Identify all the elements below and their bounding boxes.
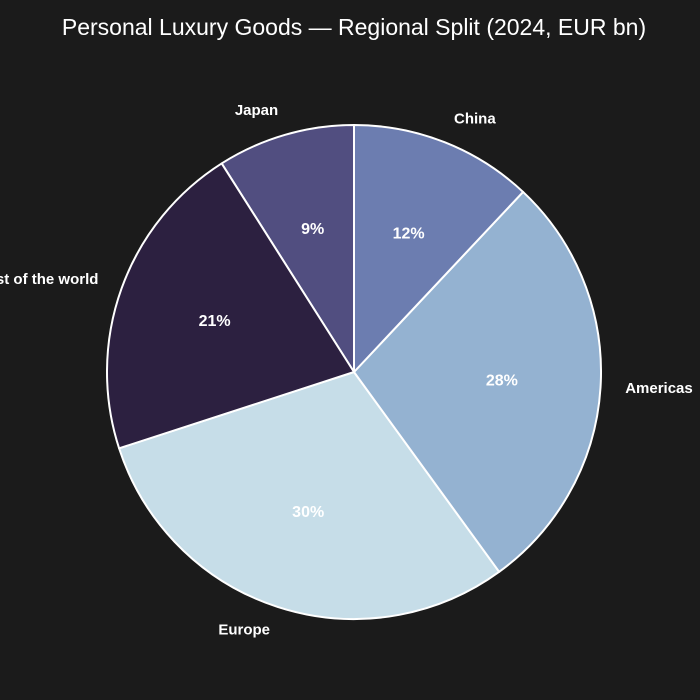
slice-label-japan: Japan	[235, 102, 278, 119]
pie-slice-rest-of-the-world	[106, 162, 355, 450]
pie-labels: Europe 30% Americas 28% China 12% Japan 9% Rest …	[0, 102, 693, 638]
slice-label-rest-of-the-world: Rest of the world	[0, 271, 98, 288]
slice-label-europe: Europe	[218, 621, 270, 638]
pie-slices	[106, 124, 602, 621]
slice-pct-europe: 30%	[292, 504, 324, 521]
pie-slice-japan	[220, 124, 355, 373]
slice-label-china: China	[454, 110, 496, 127]
slice-pct-china: 12%	[393, 225, 425, 242]
slice-pct-americas: 28%	[486, 373, 518, 390]
slice-pct-japan: 9%	[301, 221, 324, 238]
pie-slice-china	[353, 124, 525, 373]
pie-slice-europe	[118, 371, 501, 621]
slice-label-americas: Americas	[625, 380, 693, 397]
pie-slice-americas	[353, 190, 602, 573]
slice-pct-rest-of-the-world: 21%	[199, 313, 231, 330]
chart-title: Personal Luxury Goods — Regional Split (…	[62, 14, 646, 40]
